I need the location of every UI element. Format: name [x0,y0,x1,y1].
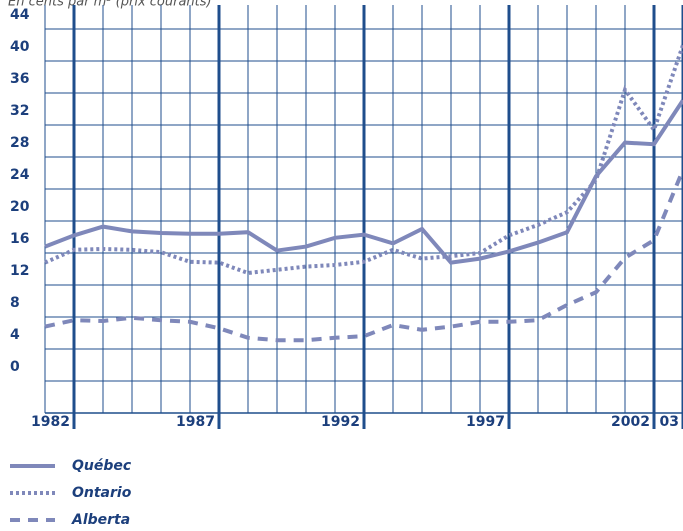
y-tick-label: 36 [10,71,29,87]
y-tick-label: 20 [10,199,30,215]
legend-label: Québec [72,458,132,474]
y-tick-label: 40 [10,39,30,55]
y-tick-label: 12 [10,263,29,279]
x-tick-label: 1987 [176,414,215,430]
chart-subtitle: En cents par m³ (prix courants) [8,0,212,10]
legend-label: Ontario [72,485,132,501]
y-tick-label: 32 [10,103,29,119]
y-tick-label: 44 [10,7,30,23]
x-tick-label: 1992 [321,414,360,430]
y-tick-label: 0 [10,359,20,375]
line-series [44,44,683,276]
y-tick-label: 4 [10,327,20,343]
y-tick-label: 24 [10,167,30,183]
y-tick-label: 16 [10,231,29,247]
y-tick-label: 28 [10,135,29,151]
x-tick-label: 2002 [611,414,650,430]
legend-label: Alberta [71,512,130,528]
x-tick-label: 1997 [466,414,505,430]
x-tick-label: 1982 [31,414,70,430]
line-series [44,169,683,343]
y-tick-label: 8 [10,295,20,311]
line-series [44,99,683,265]
x-tick-label: 03 [660,414,679,430]
